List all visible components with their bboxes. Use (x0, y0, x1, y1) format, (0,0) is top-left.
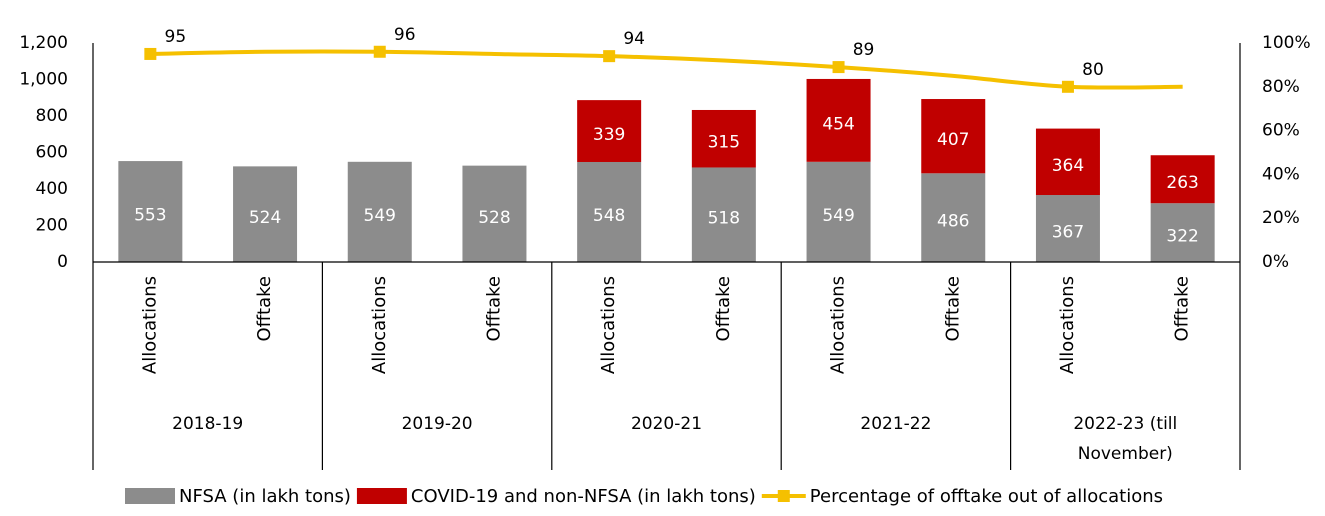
group-label: 2019-20 (401, 414, 473, 434)
y-tick-label: 0 (57, 252, 68, 272)
bar-segment (577, 161, 642, 262)
bar-segment (691, 167, 756, 262)
line-marker (373, 45, 386, 58)
legend-label: COVID-19 and non-NFSA (in lakh tons) (411, 486, 756, 507)
bar-segment (691, 109, 756, 168)
line-marker (144, 47, 157, 60)
legend-swatch (125, 488, 175, 504)
x-tick-label: Allocations (139, 276, 160, 374)
bar-value-label: 548 (593, 206, 625, 226)
line-marker (1061, 80, 1074, 93)
legend-label: Percentage of offtake out of allocations (810, 486, 1163, 507)
y-tick-label: 200 (36, 216, 68, 236)
bar-value-label: 315 (708, 133, 740, 153)
x-tick-label: Offtake (254, 276, 275, 342)
bar-value-label: 518 (708, 209, 740, 229)
bar-value-label: 549 (822, 206, 854, 226)
bar-segment (1150, 203, 1215, 262)
line-value-label: 94 (623, 29, 645, 49)
bar-value-label: 263 (1166, 173, 1198, 193)
y2-tick-label: 100% (1262, 33, 1311, 53)
line-value-label: 95 (165, 27, 187, 47)
y-tick-label: 400 (36, 179, 68, 199)
group-label: 2022-23 (till November) (1073, 414, 1178, 464)
bar-value-label: 553 (134, 206, 166, 226)
line-value-label: 89 (853, 40, 875, 60)
bar-segment (233, 166, 298, 262)
bar-value-label: 528 (478, 208, 510, 228)
bar-segment (462, 165, 527, 262)
bar-segment (577, 100, 642, 162)
line-value-label: 96 (394, 25, 416, 45)
bar-value-label: 524 (249, 208, 281, 228)
y2-tick-label: 20% (1262, 208, 1300, 228)
line-value-label: 80 (1082, 60, 1104, 80)
bar-segment (921, 173, 986, 262)
group-label: 2021-22 (860, 414, 932, 434)
legend-label: NFSA (in lakh tons) (179, 486, 351, 507)
x-tick-label: Offtake (942, 276, 963, 342)
group-label: 2020-21 (630, 414, 703, 434)
y-tick-label: 1,200 (19, 33, 68, 53)
x-tick-label: Allocations (369, 276, 390, 374)
bar-value-label: 339 (593, 125, 625, 145)
x-tick-label: Allocations (598, 276, 619, 374)
bar-segment (806, 161, 871, 262)
y2-tick-label: 40% (1262, 164, 1300, 184)
bar-value-label: 454 (822, 114, 854, 134)
line-marker (832, 61, 845, 74)
x-tick-label: Allocations (828, 276, 849, 374)
x-tick-label: Offtake (483, 276, 504, 342)
group-label: 2018-19 (172, 414, 244, 434)
x-tick-label: Offtake (1172, 276, 1193, 342)
bar-value-label: 364 (1052, 156, 1084, 176)
x-tick-label: Offtake (713, 276, 734, 342)
bar-value-label: 549 (364, 206, 396, 226)
bar-segment (1150, 155, 1215, 204)
bar-value-label: 407 (937, 130, 969, 150)
bar-segment (921, 99, 986, 174)
y-tick-label: 600 (36, 143, 68, 163)
bar-value-label: 486 (937, 212, 969, 232)
bar-value-label: 367 (1052, 223, 1084, 243)
bar-segment (1035, 128, 1100, 196)
y-tick-label: 1,000 (19, 70, 68, 90)
line (150, 49, 1183, 90)
y2-tick-label: 60% (1262, 121, 1300, 141)
x-tick-label: Allocations (1057, 276, 1078, 374)
y2-tick-label: 0% (1262, 252, 1289, 272)
y2-tick-label: 80% (1262, 77, 1300, 97)
legend-swatch (356, 488, 407, 504)
bar-segment (118, 161, 183, 262)
bar-segment (806, 78, 871, 162)
bar-segment (347, 161, 412, 262)
bar-value-label: 322 (1166, 227, 1198, 247)
bar-segment (1035, 195, 1100, 262)
y-tick-label: 800 (36, 106, 68, 126)
line-marker (603, 50, 616, 63)
legend-swatch-marker (777, 490, 790, 502)
